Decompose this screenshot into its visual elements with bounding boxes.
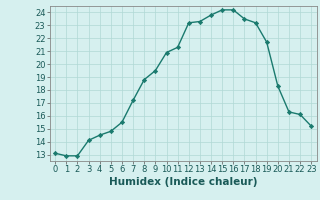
X-axis label: Humidex (Indice chaleur): Humidex (Indice chaleur) [109, 177, 258, 187]
